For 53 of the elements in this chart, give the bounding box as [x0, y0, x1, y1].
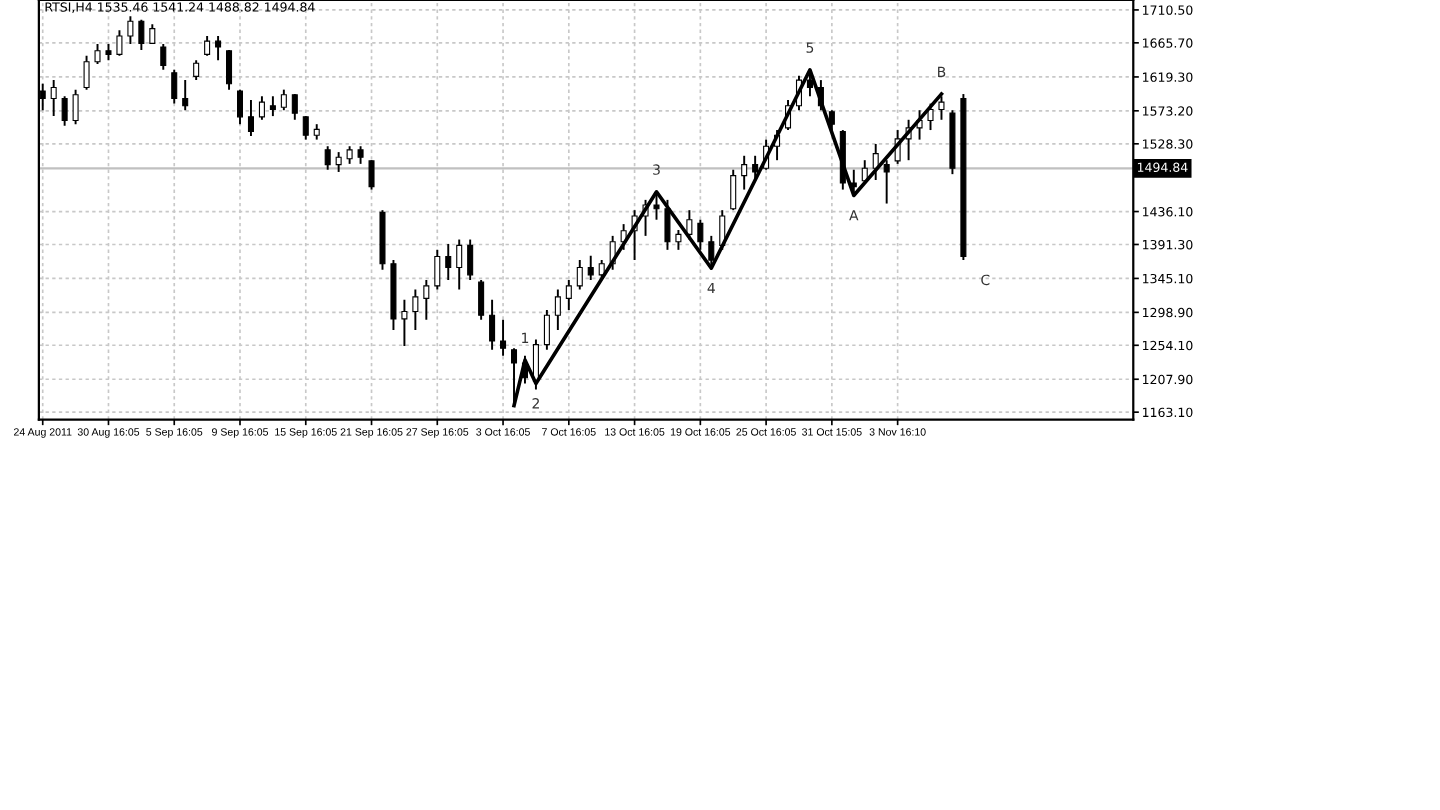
candlestick	[478, 278, 485, 321]
candlestick	[193, 59, 200, 82]
candlestick	[828, 109, 835, 132]
candlestick	[445, 242, 452, 281]
candlestick	[280, 88, 287, 112]
candlestick	[247, 98, 254, 137]
candlestick	[291, 93, 298, 121]
candlestick	[61, 95, 68, 127]
candlestick	[324, 145, 331, 171]
candlestick	[565, 278, 572, 312]
candlestick	[467, 238, 474, 281]
candlestick	[664, 198, 671, 251]
candlestick	[269, 95, 276, 118]
candlestick	[138, 18, 145, 51]
candlestick	[215, 35, 222, 62]
candlestick	[730, 168, 737, 212]
candlestick	[708, 234, 715, 270]
candlestick	[554, 288, 561, 331]
candlestick	[576, 259, 583, 291]
candlestick	[500, 318, 507, 357]
candlestick	[50, 79, 57, 118]
candlestick	[160, 43, 167, 71]
candlestick	[83, 54, 90, 91]
candlestick	[258, 95, 265, 121]
candlestick	[127, 15, 134, 46]
candlestick	[401, 298, 408, 348]
candlestick	[598, 259, 605, 281]
candlestick	[434, 248, 441, 291]
candlestick	[412, 288, 419, 331]
candlestick	[226, 49, 233, 91]
candlestick	[236, 88, 244, 126]
candlestick	[719, 209, 726, 251]
candlestick	[182, 79, 189, 112]
candlestick	[675, 229, 682, 251]
candlestick	[72, 88, 79, 126]
candlestick	[653, 190, 660, 221]
candlestick	[456, 238, 463, 291]
candlestick	[335, 151, 342, 173]
candlestick	[302, 115, 309, 141]
candlestick	[204, 35, 211, 57]
candlestick	[116, 29, 123, 57]
candlestick	[883, 159, 890, 205]
candlestick	[587, 254, 594, 281]
candlestick	[741, 154, 748, 191]
candlestick	[368, 159, 375, 191]
candlestick	[697, 218, 704, 251]
candlestick	[171, 68, 178, 105]
candlestick	[94, 43, 101, 65]
candlestick	[752, 154, 759, 181]
candlestick	[489, 298, 496, 351]
candlestick	[423, 278, 430, 321]
candlestick	[686, 209, 693, 241]
candlestick	[543, 309, 550, 351]
